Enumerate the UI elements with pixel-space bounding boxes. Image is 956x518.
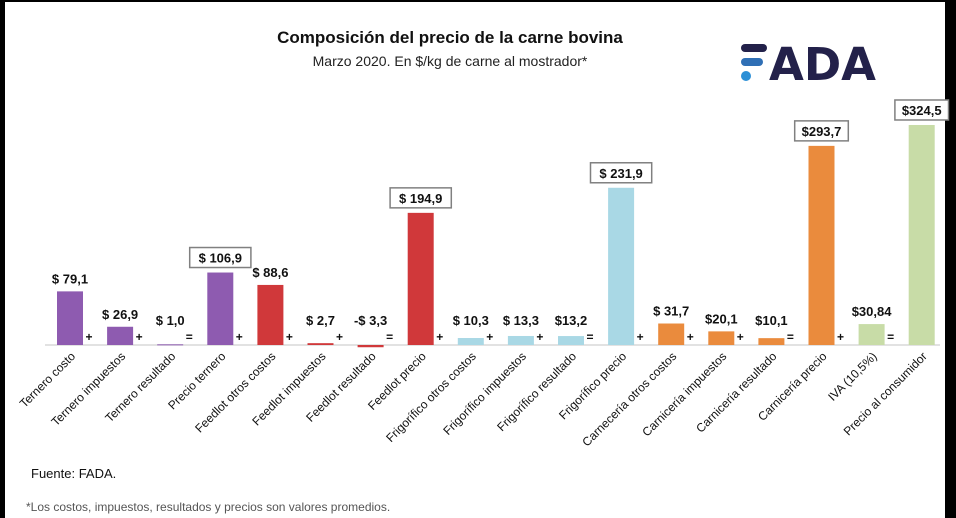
operator-sign: + <box>837 330 844 344</box>
data-label: $ 194,9 <box>399 191 442 206</box>
operator-sign: = <box>386 330 393 344</box>
operator-sign: = <box>787 330 794 344</box>
category-label: Carnicería impuestos <box>639 349 729 439</box>
data-label: $30,84 <box>852 304 893 319</box>
chart-subtitle: Marzo 2020. En $/kg de carne al mostrado… <box>312 53 588 69</box>
bar <box>357 345 384 348</box>
bar <box>157 344 184 346</box>
data-label: $ 88,6 <box>252 265 288 280</box>
data-label: $ 10,3 <box>453 313 489 328</box>
bar <box>608 187 635 345</box>
bar <box>708 331 735 345</box>
operator-sign: + <box>136 330 143 344</box>
bar <box>57 291 83 345</box>
data-label: $ 1,0 <box>156 313 185 328</box>
bar <box>207 272 234 345</box>
data-label: -$ 3,3 <box>354 313 387 328</box>
bar <box>457 338 484 345</box>
data-label: $ 26,9 <box>102 307 138 322</box>
bar <box>858 324 885 345</box>
data-label-box <box>793 120 850 142</box>
data-label-box <box>589 162 653 184</box>
data-label: $20,1 <box>705 311 738 326</box>
data-label: $10,1 <box>755 313 788 328</box>
operator-sign: + <box>737 330 744 344</box>
operator-sign: = <box>586 330 593 344</box>
operator-sign: + <box>637 330 644 344</box>
category-label: IVA (10,5%) <box>825 349 880 404</box>
svg-text:ADA: ADA <box>769 40 876 85</box>
data-label: $ 13,3 <box>503 313 539 328</box>
category-label: Carnecería otros costos <box>579 349 679 449</box>
category-label: Precio al consumidor <box>841 349 930 438</box>
data-label: $ 106,9 <box>199 251 242 266</box>
bar <box>307 343 334 345</box>
operator-sign: + <box>436 330 443 344</box>
bar <box>808 145 835 345</box>
operator-sign: = <box>887 330 894 344</box>
chart-frame <box>5 2 945 518</box>
operator-sign: + <box>536 330 543 344</box>
chart-title: Composición del precio de la carne bovin… <box>277 28 623 47</box>
bar <box>257 284 284 345</box>
category-label: Frigorífico impuestos <box>440 349 529 438</box>
operator-sign: + <box>486 330 493 344</box>
data-label: $ 231,9 <box>599 166 642 181</box>
footnote: *Los costos, impuestos, resultados y pre… <box>26 500 391 514</box>
operator-sign: + <box>336 330 343 344</box>
data-label-box <box>389 187 453 209</box>
data-label: $ 31,7 <box>653 304 689 319</box>
data-label-box <box>894 99 950 121</box>
category-label: Frigorífico otros costos <box>383 349 479 445</box>
operator-sign: + <box>236 330 243 344</box>
data-label: $13,2 <box>555 313 588 328</box>
bar <box>758 338 785 345</box>
bar <box>507 335 534 345</box>
operator-sign: + <box>687 330 694 344</box>
data-label: $ 79,1 <box>52 271 88 286</box>
bar <box>908 124 935 345</box>
source-note: Fuente: FADA. <box>31 466 117 481</box>
operator-sign: + <box>286 330 293 344</box>
operator-sign: + <box>85 330 92 344</box>
bar <box>107 326 134 345</box>
bar <box>658 323 685 345</box>
data-label: $324,5 <box>902 103 942 118</box>
fada-logo: ADA <box>737 38 902 91</box>
bar <box>558 336 584 345</box>
operator-sign: = <box>186 330 193 344</box>
bar <box>407 212 434 345</box>
data-label: $ 2,7 <box>306 313 335 328</box>
data-label-box <box>188 246 252 269</box>
data-label: $293,7 <box>802 124 842 139</box>
